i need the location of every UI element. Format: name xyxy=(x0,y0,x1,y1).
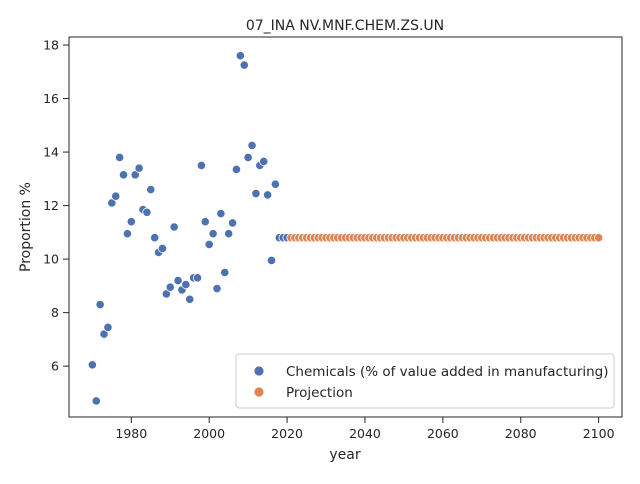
data-point-chemicals xyxy=(204,239,214,249)
data-point-chemicals xyxy=(235,51,245,61)
data-point-chemicals xyxy=(142,207,152,217)
data-point-chemicals xyxy=(95,300,105,310)
data-point-projection xyxy=(594,233,604,243)
data-point-chemicals xyxy=(243,152,253,163)
data-point-chemicals xyxy=(181,279,191,290)
chart-title: 07_INA NV.MNF.CHEM.ZS.UN xyxy=(246,18,444,34)
data-point-chemicals xyxy=(239,60,249,70)
data-point-chemicals xyxy=(115,152,125,163)
data-point-chemicals xyxy=(146,184,156,195)
plot-area-border xyxy=(68,36,623,418)
x-tick-label: 2040 xyxy=(349,426,381,441)
data-point-chemicals xyxy=(157,243,168,254)
data-point-chemicals xyxy=(134,163,144,173)
data-point-chemicals xyxy=(259,156,269,167)
data-point-chemicals xyxy=(130,170,140,180)
y-tick-label: 18 xyxy=(43,38,59,53)
data-point-chemicals xyxy=(107,198,117,208)
y-tick-label: 16 xyxy=(43,91,59,106)
y-tick-label: 10 xyxy=(43,252,59,267)
data-point-chemicals xyxy=(263,190,273,200)
data-point-chemicals xyxy=(126,217,136,227)
data-point-chemicals xyxy=(99,329,109,339)
y-tick-label: 14 xyxy=(43,145,59,160)
x-axis-ticks: 1980 2000 2020 2040 2060 2080 2100 xyxy=(115,417,615,441)
y-tick-label: 6 xyxy=(51,359,59,374)
x-axis-label: year xyxy=(329,447,360,463)
data-point-chemicals xyxy=(169,222,179,232)
data-points xyxy=(87,51,604,406)
data-point-chemicals xyxy=(192,273,203,283)
x-tick-label: 2080 xyxy=(505,426,537,441)
y-axis-label: Proportion % xyxy=(18,182,34,272)
data-point-chemicals xyxy=(87,360,97,370)
data-point-chemicals xyxy=(200,217,210,227)
y-axis-ticks: 6 8 10 12 14 16 18 xyxy=(43,38,69,374)
data-point-chemicals xyxy=(266,255,277,266)
data-point-chemicals xyxy=(91,396,101,406)
legend-marker-chemicals xyxy=(253,365,265,377)
data-point-chemicals xyxy=(111,191,121,201)
legend-marker-projection xyxy=(253,386,265,398)
data-point-chemicals xyxy=(161,289,171,299)
data-point-chemicals xyxy=(212,283,222,294)
axes-frame xyxy=(68,36,623,418)
data-point-chemicals xyxy=(227,218,238,228)
legend-label-projection: Projection xyxy=(286,385,353,401)
data-point-chemicals xyxy=(216,209,226,219)
x-tick-label: 2020 xyxy=(271,426,303,441)
data-point-chemicals xyxy=(185,294,195,304)
data-point-chemicals xyxy=(150,233,160,243)
data-point-chemicals xyxy=(270,179,281,189)
x-tick-label: 2000 xyxy=(193,426,225,441)
data-point-chemicals xyxy=(231,164,242,175)
y-tick-label: 12 xyxy=(43,198,59,213)
legend-box xyxy=(235,353,615,409)
data-point-chemicals xyxy=(103,322,113,332)
data-point-chemicals xyxy=(247,140,257,150)
legend: Chemicals (% of value added in manufactu… xyxy=(235,353,615,409)
x-tick-label: 2100 xyxy=(583,426,615,441)
data-point-chemicals xyxy=(118,170,129,180)
y-tick-label: 8 xyxy=(51,305,59,320)
data-point-chemicals xyxy=(208,229,218,239)
data-point-chemicals xyxy=(224,229,234,239)
legend-label-chemicals: Chemicals (% of value added in manufactu… xyxy=(286,364,609,380)
x-tick-label: 2060 xyxy=(427,426,459,441)
data-point-chemicals xyxy=(173,275,183,286)
data-point-chemicals xyxy=(122,229,133,239)
data-point-chemicals xyxy=(251,188,261,199)
x-tick-label: 1980 xyxy=(115,426,147,441)
data-point-chemicals xyxy=(165,282,175,292)
data-point-chemicals xyxy=(196,160,207,171)
data-point-chemicals xyxy=(220,267,230,278)
